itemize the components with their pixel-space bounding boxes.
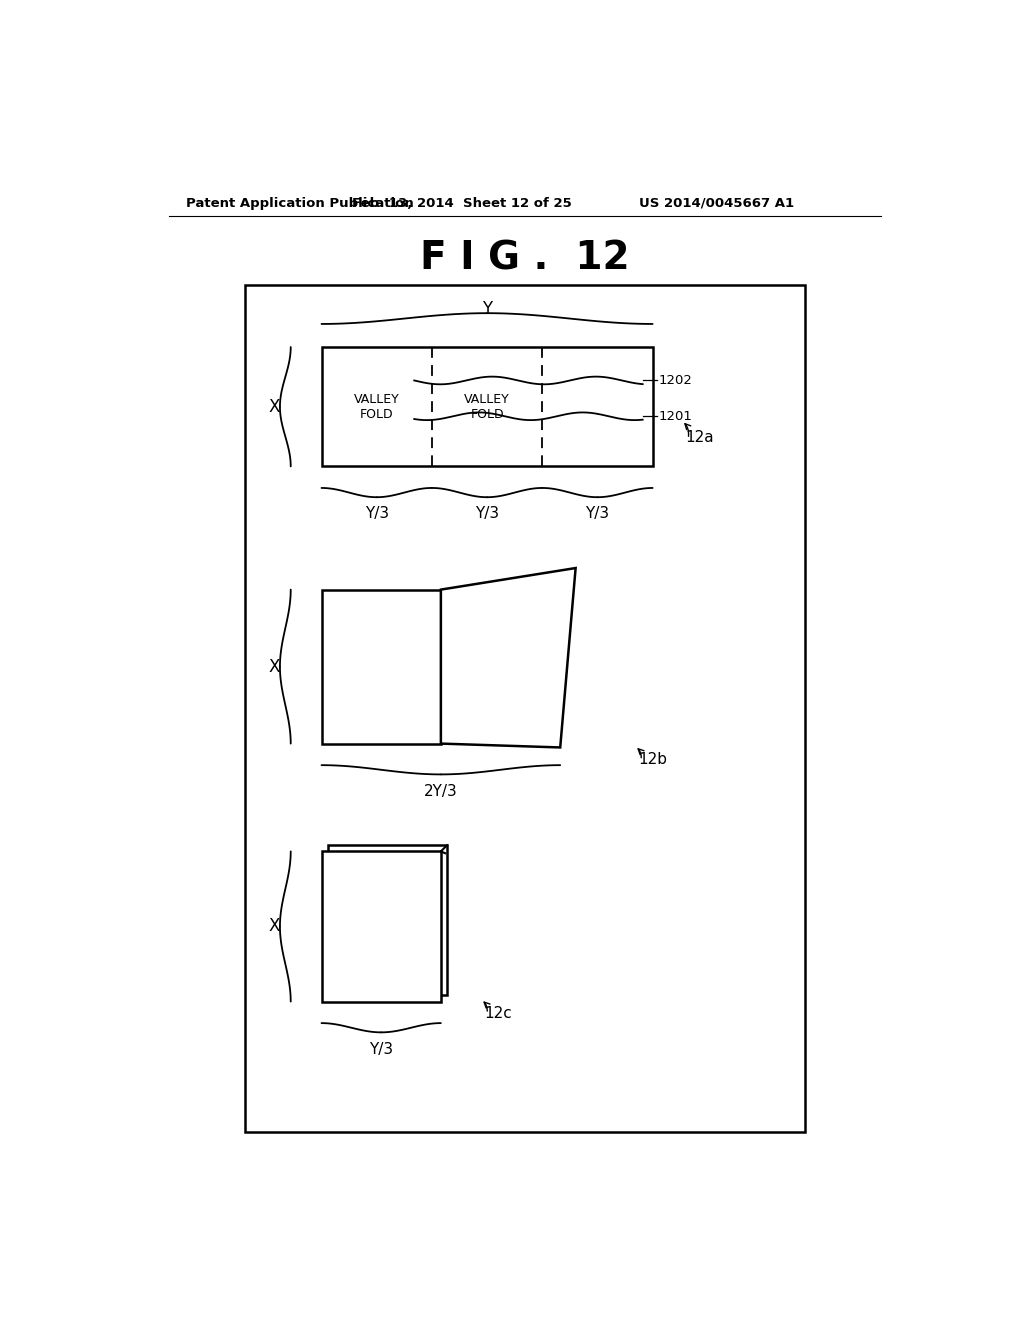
Text: 2Y/3: 2Y/3 <box>424 784 458 799</box>
Text: 1201: 1201 <box>658 409 692 422</box>
Text: 12c: 12c <box>484 1006 512 1020</box>
Bar <box>328 845 447 995</box>
Bar <box>245 285 805 1133</box>
Text: X: X <box>268 657 280 676</box>
Text: Patent Application Publication: Patent Application Publication <box>186 197 414 210</box>
Text: Y/3: Y/3 <box>475 507 499 521</box>
Text: Y: Y <box>482 300 493 318</box>
Bar <box>322 851 441 1002</box>
Polygon shape <box>441 568 575 747</box>
Text: VALLEY
FOLD: VALLEY FOLD <box>354 393 399 421</box>
Text: 1202: 1202 <box>658 374 692 387</box>
Text: 12a: 12a <box>685 430 714 445</box>
Text: VALLEY
FOLD: VALLEY FOLD <box>464 393 510 421</box>
Text: X: X <box>268 397 280 416</box>
Bar <box>322 347 652 466</box>
Text: F I G .  12: F I G . 12 <box>420 239 630 277</box>
Text: 12b: 12b <box>639 751 668 767</box>
Text: Y/3: Y/3 <box>365 507 389 521</box>
Text: Feb. 13, 2014  Sheet 12 of 25: Feb. 13, 2014 Sheet 12 of 25 <box>352 197 571 210</box>
Text: Y/3: Y/3 <box>586 507 609 521</box>
Text: X: X <box>268 917 280 936</box>
Text: US 2014/0045667 A1: US 2014/0045667 A1 <box>639 197 794 210</box>
Text: Y/3: Y/3 <box>369 1041 393 1056</box>
Bar <box>322 590 441 743</box>
